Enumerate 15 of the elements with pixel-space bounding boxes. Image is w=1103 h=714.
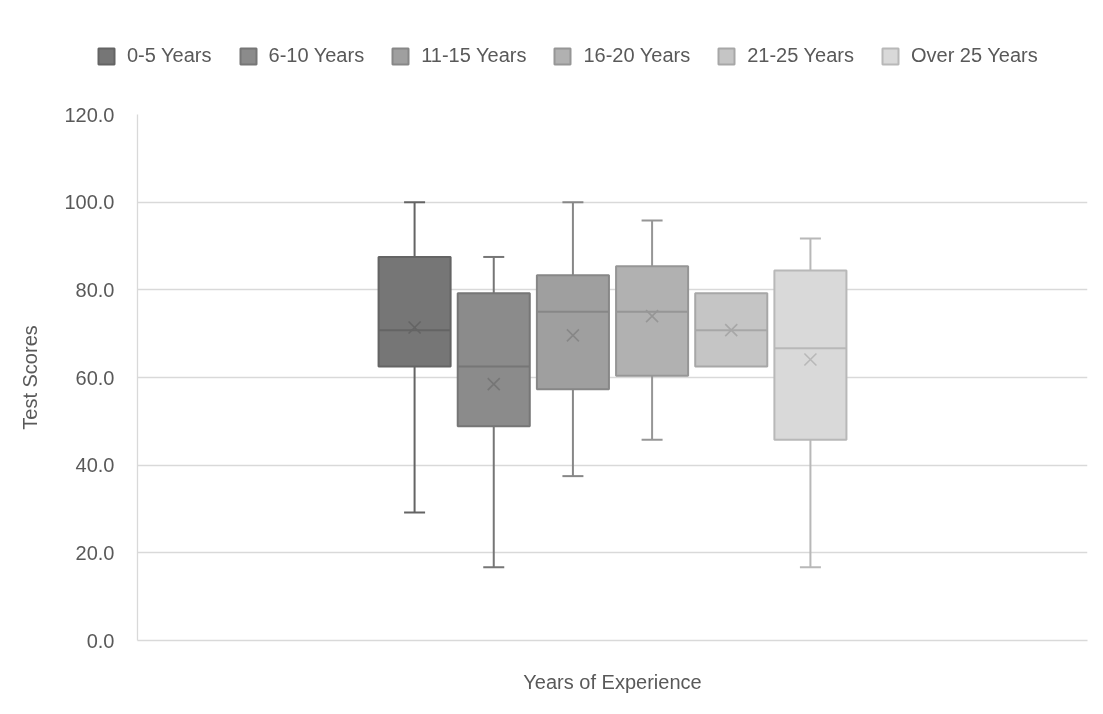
y-tick-label: 40.0 <box>75 454 115 477</box>
legend-label: 16-20 Years <box>583 44 691 67</box>
y-axis-title: Test Scores <box>19 325 42 430</box>
legend-label: 11-15 Years <box>421 44 527 67</box>
legend-label: 6-10 Years <box>268 44 365 67</box>
y-tick-label: 120.0 <box>64 103 115 126</box>
legend-label: 0-5 Years <box>127 44 212 67</box>
y-tick-label: 20.0 <box>75 541 115 564</box>
y-tick-label: 100.0 <box>64 191 115 214</box>
y-tick-label: 60.0 <box>75 366 115 389</box>
y-tick-label: 80.0 <box>75 278 115 301</box>
legend-label: 21-25 Years <box>747 44 854 67</box>
legend-label: Over 25 Years <box>910 44 1038 67</box>
x-axis-title: Years of Experience <box>523 670 702 693</box>
y-tick-label: 0.0 <box>86 629 115 652</box>
